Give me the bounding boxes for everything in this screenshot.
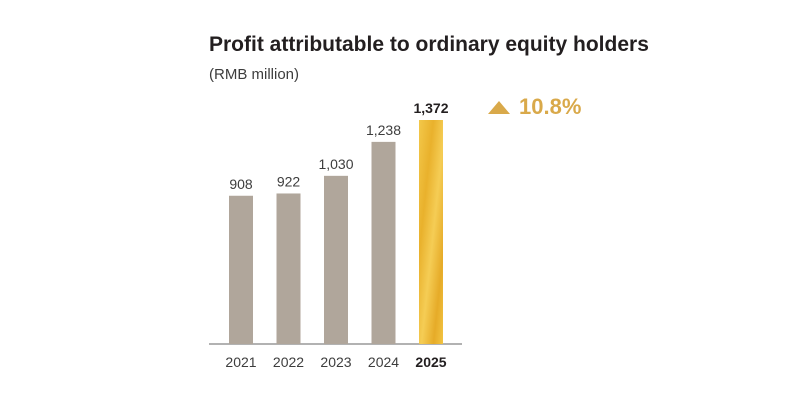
growth-value: 10.8% [519,94,582,119]
tick-label-2024: 2024 [368,354,399,370]
growth-indicator: 10.8% [488,94,581,120]
tick-label-2022: 2022 [273,354,304,370]
chart-title: Profit attributable to ordinary equity h… [209,33,649,56]
bar-2022 [276,193,301,344]
tick-label-2021: 2021 [225,354,256,370]
tick-label-2025: 2025 [415,354,446,370]
value-label-2022: 922 [277,173,301,189]
value-label-2021: 908 [229,176,253,192]
bar-2024 [371,141,396,344]
value-label-2024: 1,238 [366,122,401,138]
value-label-2025: 1,372 [413,100,448,116]
bar-2025 [419,120,443,344]
bar-2023 [324,175,348,344]
triangle-up-icon [488,100,510,114]
chart-subtitle: (RMB million) [209,66,299,83]
tick-label-2023: 2023 [320,354,351,370]
bar-2021 [229,195,253,344]
value-label-2023: 1,030 [318,156,353,172]
